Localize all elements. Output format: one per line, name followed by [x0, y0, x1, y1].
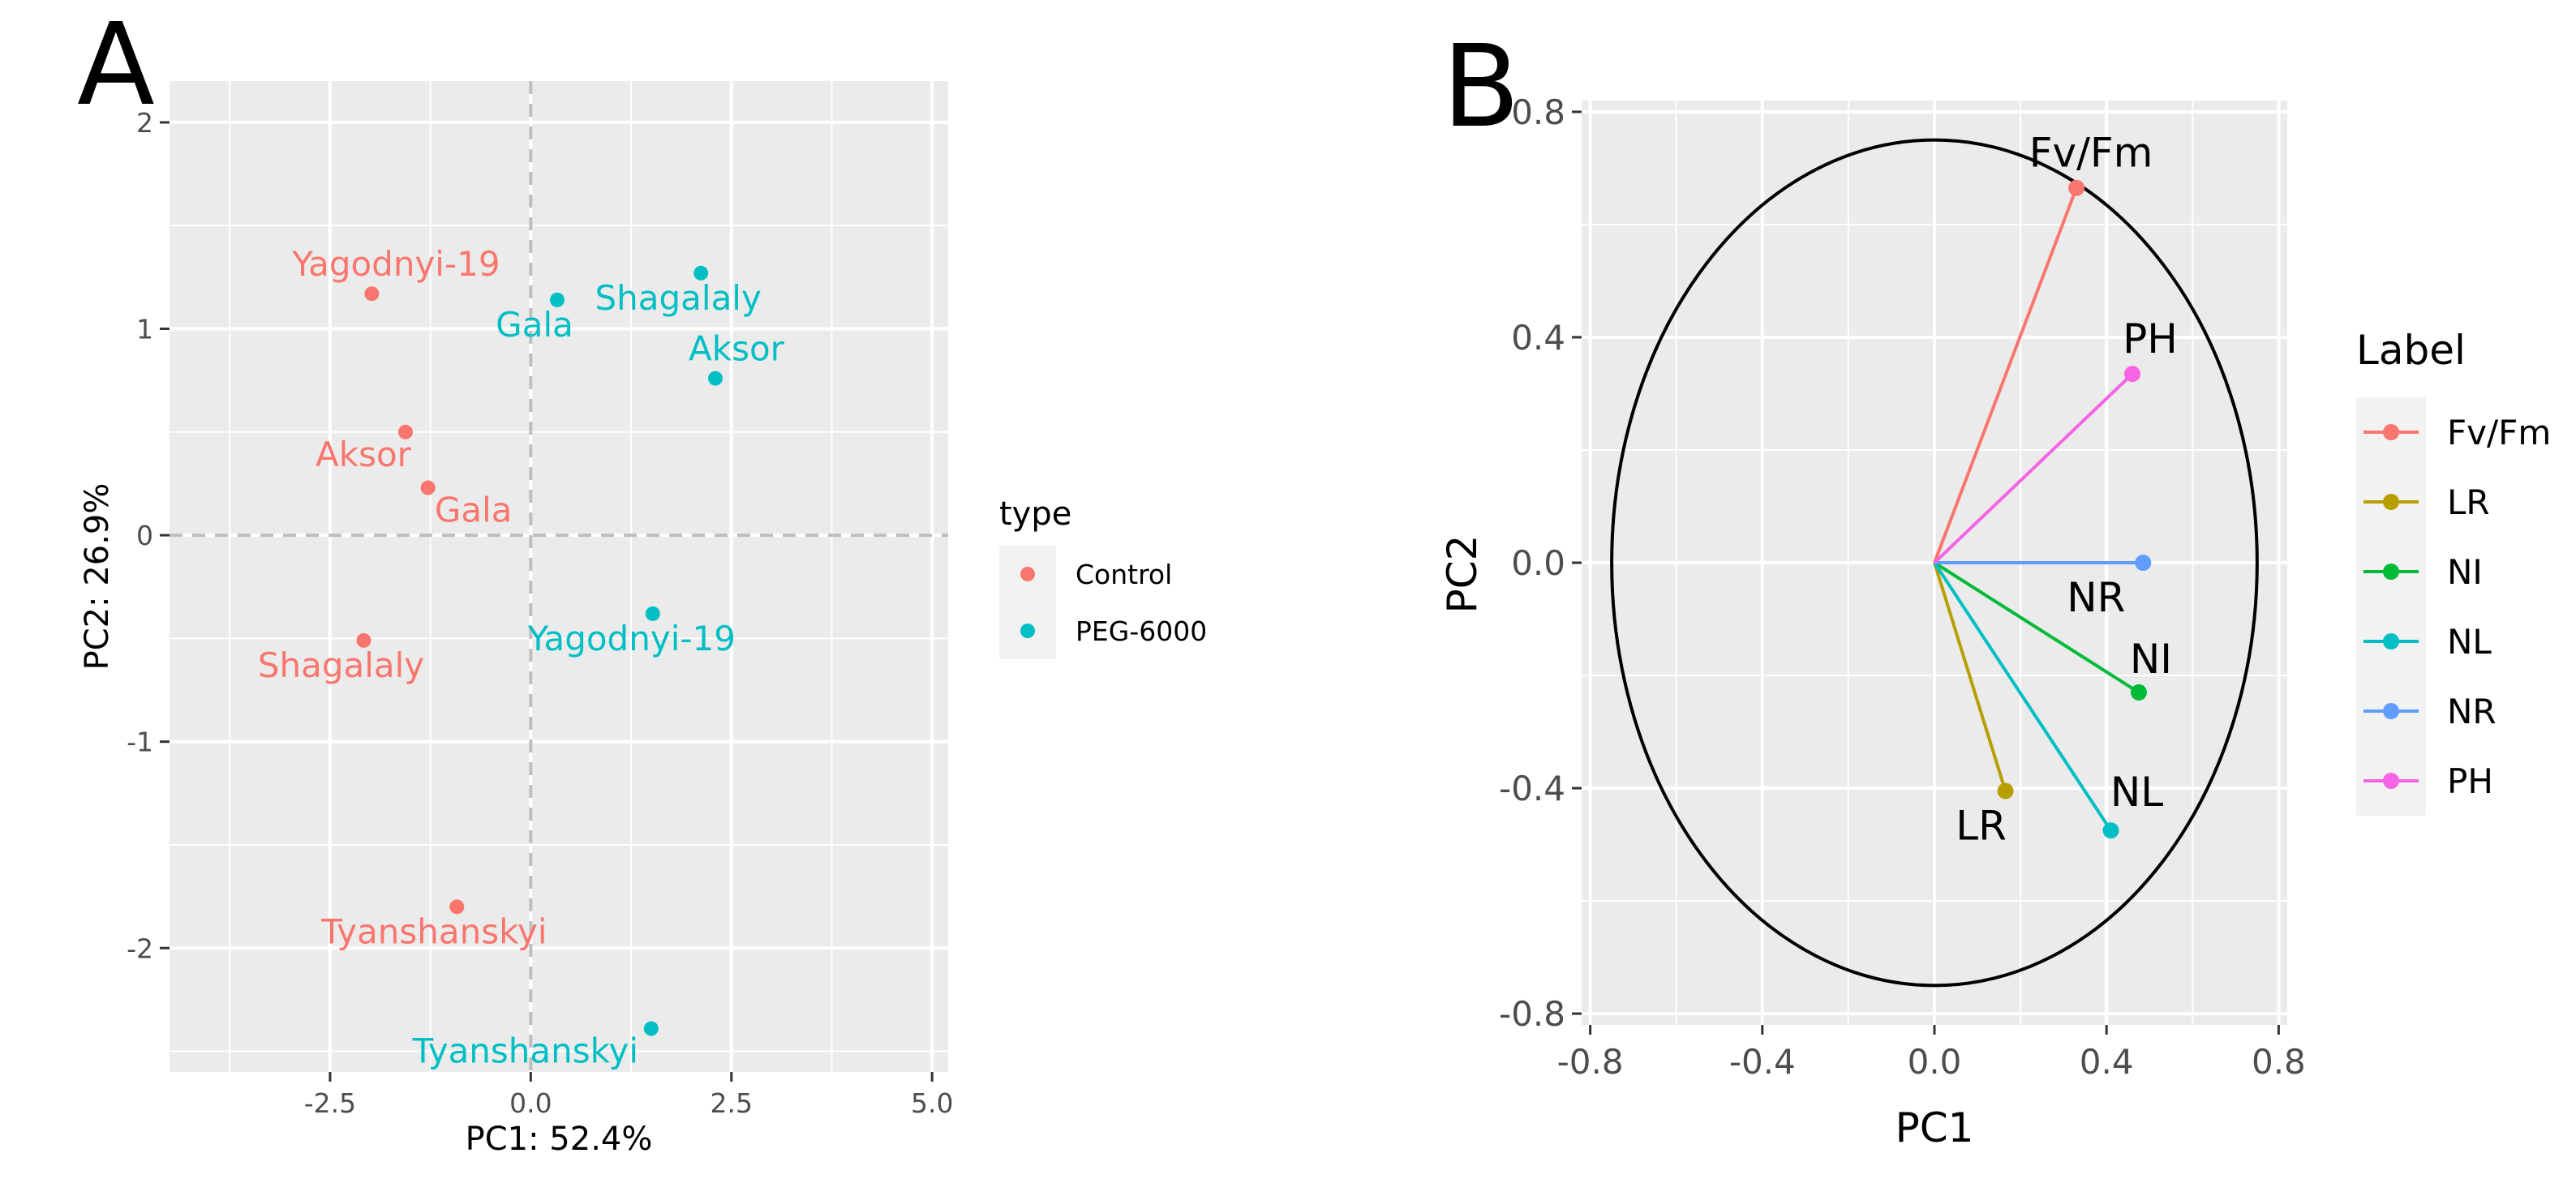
legend-marker-ni: [2383, 564, 2399, 580]
vector-tip-nl: [2102, 822, 2119, 839]
x-tick-label: 0.8: [2252, 1042, 2306, 1082]
vector-ph: [1933, 372, 2134, 564]
legend-marker-control: [1020, 567, 1035, 581]
panel-a: A Yagodnyi-19 Aksor Gala Shagalaly Tyanshans…: [77, 0, 1207, 1158]
vector-ni: [1933, 561, 2140, 694]
legend-label-peg-6000: PEG-6000: [1075, 615, 1207, 647]
x-tick-label: -0.4: [1729, 1042, 1796, 1082]
point-control-yagodnyi-19: [364, 286, 380, 302]
legend-marker-peg-6000: [1020, 624, 1035, 638]
legend-marker-nr: [2383, 703, 2399, 719]
x-tick-label: 5.0: [911, 1087, 953, 1119]
legend-marker-nl: [2383, 633, 2399, 649]
vector-label-ni: NI: [2130, 636, 2172, 683]
point-label-peg-6000-shagalaly: Shagalaly: [595, 278, 761, 318]
legend-marker-ph: [2383, 773, 2399, 789]
panel-a-points: [356, 265, 723, 1036]
point-peg-6000-gala: [550, 292, 565, 307]
y-tick-label: -2: [127, 932, 153, 964]
vector-tip-nr: [2135, 555, 2152, 571]
point-control-tyanshanskyi: [449, 899, 465, 915]
y-tick-label: 0.0: [1511, 543, 1565, 583]
legend-marker-fv-fm: [2383, 424, 2399, 440]
legend-label-nr: NR: [2447, 692, 2497, 731]
point-control-aksor: [397, 424, 413, 439]
y-tick-label: -1: [127, 727, 153, 758]
vector-label-nl: NL: [2110, 769, 2163, 816]
vector-tip-ni: [2130, 684, 2147, 701]
point-label-peg-6000-gala: Gala: [496, 305, 573, 345]
panel-b-vector-labels: Fv/Fm LR NI NL NR PH: [1956, 130, 2178, 850]
legend-label-nl: NL: [2447, 622, 2492, 662]
panel-b-correlation-circle: [1610, 138, 2259, 988]
y-tick-label: 0.8: [1511, 92, 1565, 132]
panel-a-reference-lines: [170, 81, 948, 1072]
y-tick-label: 0.4: [1511, 318, 1565, 358]
point-peg-6000-aksor: [707, 371, 723, 386]
vector-tip-ph: [2124, 366, 2141, 383]
panel-b-x-axis-title: PC1: [1896, 1104, 1974, 1151]
point-label-control-gala: Gala: [435, 491, 513, 530]
panel-b-legend: Label Fv/Fm LR NI NL NR PH: [2356, 327, 2551, 816]
panel-a-x-axis-title: PC1: 52.4%: [466, 1121, 653, 1158]
panel-b-vectors: [1933, 179, 2152, 839]
point-control-shagalaly: [356, 632, 371, 648]
y-tick-label: 2: [136, 107, 153, 139]
vector-label-ph: PH: [2123, 315, 2178, 362]
y-tick-label: 0: [136, 520, 153, 551]
legend-label-ni: NI: [2447, 552, 2483, 592]
x-tick-label: -0.8: [1557, 1042, 1624, 1082]
panel-b-axes: -0.8 -0.4 0.0 0.4 0.8 -0.8 -0.4 0.0 0.4 0.8: [1499, 92, 2306, 1082]
panel-b-legend-title: Label: [2356, 327, 2466, 374]
vector-fv-fm: [1933, 187, 2078, 564]
legend-marker-lr: [2383, 494, 2399, 510]
legend-label-control: Control: [1075, 559, 1172, 590]
panel-a-label: A: [77, 0, 155, 131]
vector-label-lr: LR: [1956, 803, 2007, 850]
x-tick-label: 0.0: [1908, 1042, 1962, 1082]
panel-a-axes: -2.5 0.0 2.5 5.0 -2 -1 0 1 2: [127, 107, 953, 1119]
legend-label-lr: LR: [2447, 482, 2490, 522]
y-tick-label: 1: [136, 314, 153, 345]
panel-a-y-axis-title: PC2: 26.9%: [79, 483, 116, 671]
point-peg-6000-yagodnyi-19: [645, 606, 660, 621]
vector-tip-fv-fm: [2068, 179, 2085, 196]
vector-tip-lr: [1997, 782, 2014, 799]
point-label-control-shagalaly: Shagalaly: [258, 645, 424, 685]
y-tick-label: -0.4: [1499, 769, 1565, 808]
vector-nl: [1933, 561, 2113, 832]
panel-b-y-axis-title: PC2: [1439, 535, 1486, 614]
correlation-circle: [1610, 138, 2259, 988]
point-label-peg-6000-aksor: Aksor: [689, 329, 785, 369]
point-label-peg-6000-yagodnyi-19: Yagodnyi-19: [527, 619, 736, 658]
point-label-control-tyanshanskyi: Tyanshanskyi: [320, 911, 547, 951]
vector-lr: [1933, 562, 2007, 792]
point-control-gala: [420, 480, 436, 495]
x-tick-label: -2.5: [304, 1087, 356, 1119]
point-label-control-yagodnyi-19: Yagodnyi-19: [291, 244, 500, 284]
x-tick-label: 0.0: [509, 1087, 552, 1119]
legend-label-fv-fm: Fv/Fm: [2447, 413, 2551, 452]
point-peg-6000-tyanshanskyi: [643, 1021, 659, 1036]
panel-a-point-labels: Yagodnyi-19 Aksor Gala Shagalaly Tyanshansky…: [258, 244, 785, 1070]
vector-label-fv-fm: Fv/Fm: [2029, 130, 2153, 177]
panel-a-plot-background: [170, 81, 948, 1072]
x-tick-label: 2.5: [711, 1087, 753, 1119]
point-label-peg-6000-tyanshanskyi: Tyanshanskyi: [412, 1031, 638, 1071]
legend-label-ph: PH: [2447, 761, 2493, 801]
point-peg-6000-shagalaly: [693, 265, 709, 281]
panel-b-label: B: [1442, 21, 1520, 153]
x-tick-label: 0.4: [2080, 1042, 2134, 1082]
panel-a-legend-title: type: [999, 495, 1071, 533]
vector-label-nr: NR: [2067, 574, 2125, 621]
panel-a-legend: type Control PEG-6000: [999, 495, 1207, 659]
y-tick-label: -0.8: [1499, 994, 1565, 1034]
point-label-control-aksor: Aksor: [316, 435, 412, 474]
